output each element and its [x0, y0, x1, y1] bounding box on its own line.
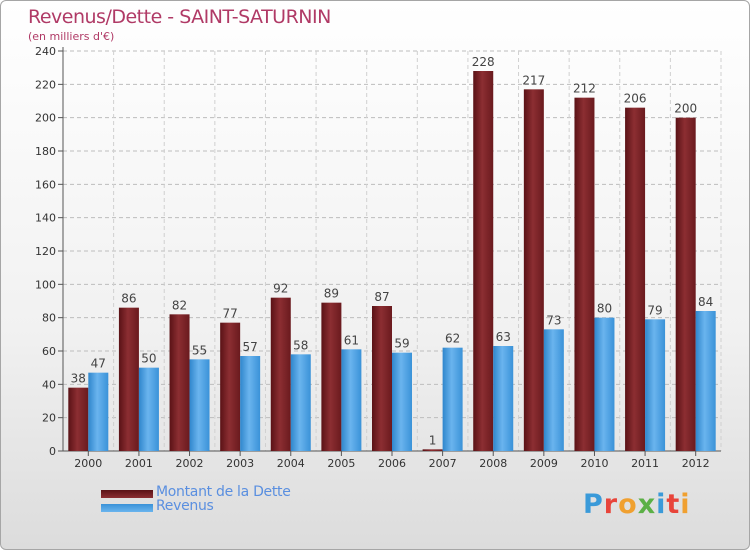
x-tick-label: 2006 [378, 457, 406, 470]
bar-debt-2008 [473, 71, 494, 451]
bar-debt-2003 [220, 322, 241, 451]
proxiti-logo: Proxiti [583, 489, 691, 520]
data-label-debt: 77 [223, 307, 238, 321]
logo-letter: t [666, 489, 681, 520]
bar-debt-2009 [523, 89, 544, 451]
data-label-revenue: 47 [91, 357, 106, 371]
bar-debt-2004 [270, 297, 291, 451]
bar-revenue-2006 [392, 352, 412, 451]
bar-debt-2005 [321, 302, 342, 451]
x-tick-label: 2012 [682, 457, 710, 470]
data-label-revenue: 73 [546, 313, 561, 327]
logo-letter: r [603, 489, 619, 520]
x-tick-label: 2010 [580, 457, 608, 470]
legend-label-revenue: Revenus [156, 498, 214, 514]
data-label-debt: 92 [273, 282, 288, 296]
logo-letter: P [583, 489, 604, 520]
x-tick-label: 2007 [429, 457, 457, 470]
y-tick-label: 160 [35, 178, 56, 191]
data-label-debt: 217 [522, 73, 545, 87]
y-tick-label: 40 [42, 378, 56, 391]
data-label-debt: 1 [429, 433, 437, 447]
x-tick-label: 2008 [479, 457, 507, 470]
chart-subtitle: (en milliers d'€) [28, 30, 115, 43]
data-label-revenue: 61 [344, 333, 359, 347]
bar-revenue-2008 [493, 346, 514, 451]
x-tick-label: 2009 [530, 457, 558, 470]
y-tick-label: 220 [35, 78, 56, 91]
bar-debt-2002 [169, 314, 190, 451]
bar-revenue-2000 [88, 372, 109, 451]
y-tick-label: 200 [35, 112, 56, 125]
y-tick-label: 60 [42, 345, 56, 358]
data-label-revenue: 84 [698, 295, 713, 309]
bar-revenue-2001 [138, 367, 159, 451]
data-label-debt: 212 [573, 82, 596, 96]
chart-title: Revenus/Dette - SAINT-SATURNIN [28, 6, 331, 28]
data-label-revenue: 62 [445, 332, 460, 346]
bar-revenue-2010 [594, 317, 615, 451]
y-tick-label: 240 [35, 45, 56, 58]
data-label-revenue: 59 [394, 337, 409, 351]
logo-letter: x [637, 489, 657, 520]
data-label-debt: 228 [472, 55, 495, 69]
y-tick-label: 0 [49, 445, 56, 458]
x-tick-label: 2005 [327, 457, 355, 470]
bar-debt-2012 [675, 117, 696, 452]
y-tick-label: 20 [42, 412, 56, 425]
bar-debt-2011 [625, 107, 646, 452]
data-label-debt: 87 [374, 290, 389, 304]
data-label-revenue: 50 [141, 352, 156, 366]
y-tick-label: 140 [35, 212, 56, 225]
legend-label-debt: Montant de la Dette [156, 484, 291, 500]
data-label-revenue: 79 [647, 303, 662, 317]
bar-revenue-2003 [240, 356, 261, 451]
bar-revenue-2012 [695, 311, 716, 451]
bar-revenue-2002 [189, 359, 210, 451]
bar-debt-2006 [372, 306, 392, 451]
bar-revenue-2009 [543, 329, 564, 451]
bar-debt-2010 [574, 97, 595, 452]
data-label-debt: 89 [324, 287, 339, 301]
data-label-debt: 200 [674, 102, 697, 116]
logo-letter: i [656, 489, 667, 520]
data-label-revenue: 55 [192, 343, 207, 357]
data-label-debt: 38 [71, 372, 86, 386]
x-tick-label: 2011 [631, 457, 659, 470]
legend-swatch-revenue [101, 504, 153, 512]
y-tick-label: 100 [35, 278, 56, 291]
x-tick-label: 2000 [74, 457, 102, 470]
data-label-debt: 86 [121, 292, 136, 306]
bar-revenue-2011 [645, 319, 666, 451]
logo-letter: o [618, 489, 638, 520]
x-tick-label: 2004 [277, 457, 305, 470]
data-label-revenue: 80 [597, 302, 612, 316]
y-tick-label: 180 [35, 145, 56, 158]
y-tick-label: 120 [35, 245, 56, 258]
bar-debt-2000 [68, 387, 89, 451]
x-tick-label: 2003 [226, 457, 254, 470]
data-label-revenue: 57 [243, 340, 258, 354]
y-tick-label: 80 [42, 312, 56, 325]
x-tick-label: 2002 [176, 457, 204, 470]
x-tick-label: 2001 [125, 457, 153, 470]
data-label-revenue: 58 [293, 338, 308, 352]
data-label-revenue: 63 [496, 330, 511, 344]
logo-letter: i [680, 489, 691, 520]
bar-revenue-2005 [341, 349, 362, 451]
data-label-debt: 82 [172, 298, 187, 312]
bar-revenue-2007 [442, 347, 463, 451]
bar-debt-2001 [118, 307, 139, 451]
bar-revenue-2004 [290, 354, 311, 451]
legend-swatch-debt [101, 490, 153, 498]
data-label-debt: 206 [624, 92, 647, 106]
bar-debt-2007 [422, 449, 443, 451]
